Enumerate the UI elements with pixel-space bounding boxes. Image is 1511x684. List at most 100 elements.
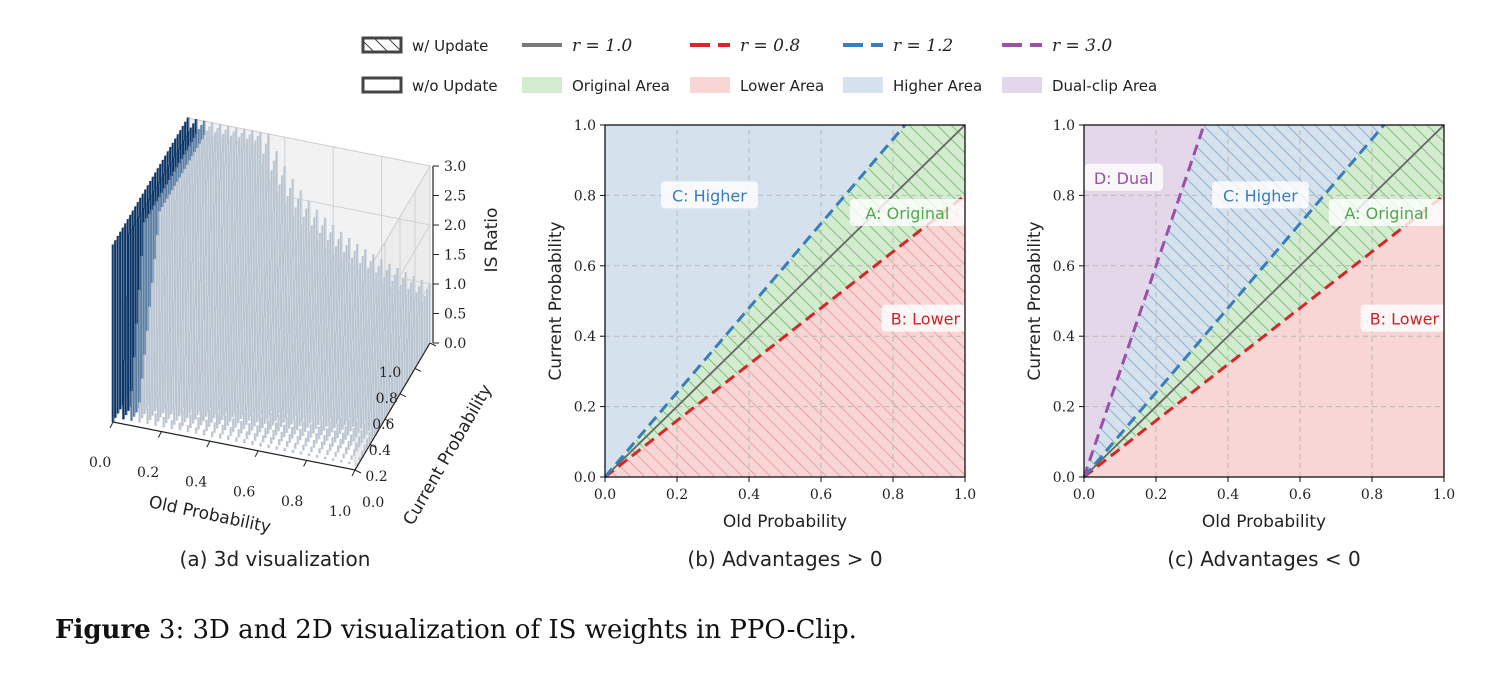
- legend-label: Higher Area: [893, 77, 982, 95]
- annotation-box: [881, 304, 970, 332]
- legend-item: w/ Update: [361, 36, 488, 55]
- legend-item: Original Area: [522, 77, 670, 95]
- x-tick-label: 0.6: [810, 487, 832, 503]
- legend-item: r = 3.0: [1002, 36, 1112, 56]
- x-tick-label: 0.0: [89, 455, 111, 471]
- y-tick-label: 0.0: [1053, 470, 1075, 486]
- region-annotation: A: Original: [1328, 199, 1444, 226]
- ratio-line: [604, 194, 966, 479]
- figure-caption-prefix: Figure: [55, 615, 151, 645]
- tick: [206, 440, 211, 448]
- legend-label: Dual-clip Area: [1052, 77, 1157, 95]
- plain-swatch: [361, 76, 403, 94]
- y-tick-label: 0.4: [369, 443, 391, 459]
- y-axis-label: Current Probability: [400, 381, 497, 529]
- y-axis-label: Current Probability: [1025, 221, 1045, 380]
- z-tick-label: 2.5: [444, 189, 466, 205]
- area-swatch: [522, 77, 562, 93]
- legend-label: r = 3.0: [1052, 36, 1112, 56]
- ratio-line: [604, 124, 966, 478]
- x-tick-label: 0.0: [1073, 487, 1095, 503]
- z-tick-label: 1.5: [444, 248, 466, 264]
- x-tick-label: 0.0: [594, 487, 616, 503]
- y-tick-label: 0.8: [376, 391, 398, 407]
- legend: w/ Update r = 1.0 r = 0.8 r = 1.2 r = 3.0 w/o…: [361, 36, 1157, 95]
- annotation-box: [1084, 163, 1163, 191]
- tick: [399, 393, 407, 398]
- legend-item: Lower Area: [690, 77, 824, 95]
- x-tick-label: 1.0: [329, 504, 351, 520]
- z-tick-label: 0.0: [444, 336, 466, 352]
- panel-caption: (b) Advantages > 0: [687, 547, 882, 571]
- y-tick-label: 0.2: [574, 400, 596, 416]
- ratio-line: [1082, 124, 1386, 478]
- annotation-box: [849, 199, 965, 226]
- x-axis-label: Old Probability: [723, 512, 847, 532]
- annotation-label: B: Lower: [1370, 310, 1440, 329]
- figure-caption-text: 3: 3D and 2D visualization of IS weights…: [150, 615, 857, 645]
- y-tick-label: 0.6: [574, 259, 596, 275]
- ratio-line: [1083, 194, 1445, 479]
- z-tick-label: 2.0: [444, 218, 466, 234]
- tick: [369, 444, 377, 449]
- legend-label: Lower Area: [740, 77, 824, 95]
- y-tick-label: 1.0: [1053, 118, 1075, 134]
- annotation-box: [1360, 304, 1449, 332]
- x-tick-label: 0.4: [1217, 487, 1239, 503]
- annotation-label: B: Lower: [891, 310, 961, 329]
- annotation-label: D: Dual: [1094, 169, 1154, 188]
- ratio-line: [1083, 124, 1445, 478]
- chart-3d-visualization: 0.0 0.2 0.4 0.6 0.8 1.0 0.0 0.2 0.4 0.6 0.8 1.0 0.0 0…: [89, 116, 502, 571]
- tick: [254, 450, 259, 458]
- legend-item: Dual-clip Area: [1002, 77, 1157, 95]
- area-swatch: [1002, 77, 1042, 93]
- legend-item: r = 0.8: [690, 36, 800, 56]
- region-annotation: C: Higher: [661, 181, 758, 209]
- x-tick-label: 0.6: [233, 484, 255, 500]
- y-tick-label: 0.8: [1053, 188, 1075, 204]
- panel-caption: (a) 3d visualization: [180, 547, 371, 571]
- x-tick-label: 0.8: [1361, 487, 1383, 503]
- legend-label: r = 1.0: [572, 36, 632, 56]
- y-tick-label: 0.8: [574, 188, 596, 204]
- z-tick-label: 0.5: [444, 307, 466, 323]
- x-axis-label: Old Probability: [1202, 512, 1326, 532]
- hatched-swatch: [361, 36, 403, 54]
- legend-item: r = 1.2: [843, 36, 953, 56]
- x-tick-label: 0.4: [738, 487, 760, 503]
- panel-caption: (c) Advantages < 0: [1167, 547, 1360, 571]
- y-tick-label: 0.2: [1053, 400, 1075, 416]
- tick: [354, 469, 362, 474]
- region-annotation: B: Lower: [881, 304, 970, 332]
- region-annotation: A: Original: [849, 199, 965, 226]
- tick: [351, 469, 356, 477]
- area-swatch: [843, 77, 883, 93]
- y-tick-label: 0.2: [365, 469, 387, 485]
- annotation-label: A: Original: [866, 204, 950, 223]
- legend-item: r = 1.0: [522, 36, 632, 56]
- z-axis-label: IS Ratio: [482, 208, 502, 273]
- tick: [429, 342, 437, 347]
- legend-label: r = 1.2: [893, 36, 953, 56]
- x-tick-label: 0.2: [137, 465, 159, 481]
- y-tick-label: 0.6: [372, 417, 394, 433]
- region-annotation: D: Dual: [1084, 163, 1163, 191]
- region-annotation: C: Higher: [1212, 181, 1309, 209]
- legend-label: Original Area: [572, 77, 670, 95]
- ratio-line: [1082, 124, 1206, 478]
- x-tick-label: 0.4: [185, 475, 207, 491]
- y-tick-label: 1.0: [574, 118, 596, 134]
- y-axis-label: Current Probability: [546, 221, 566, 380]
- tick: [414, 367, 422, 372]
- y-tick-label: 0.0: [574, 470, 596, 486]
- annotation-box: [661, 181, 758, 209]
- area-swatch: [690, 77, 730, 93]
- tick: [384, 418, 392, 423]
- annotation-label: C: Higher: [1223, 186, 1298, 205]
- z-tick-label: 3.0: [444, 159, 466, 175]
- annotation-label: A: Original: [1345, 204, 1429, 223]
- x-tick-label: 0.8: [281, 494, 303, 510]
- annotation-label: C: Higher: [672, 186, 747, 205]
- x-tick-label: 0.2: [1145, 487, 1167, 503]
